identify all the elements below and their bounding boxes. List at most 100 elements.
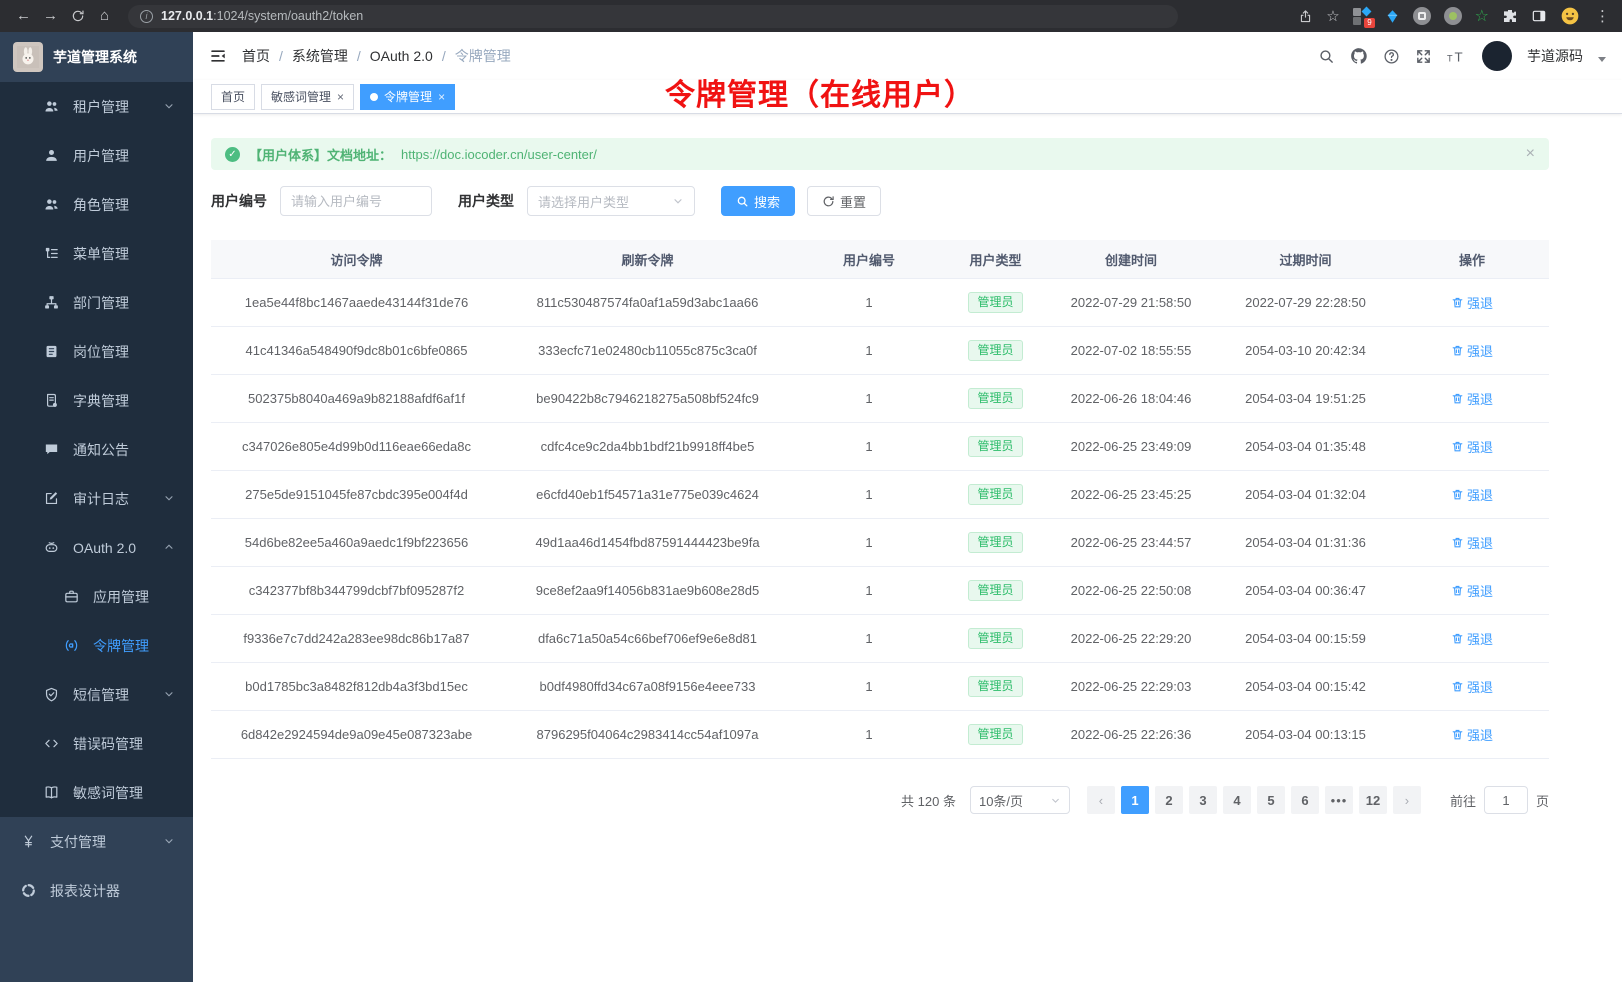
sidebar-item-sensitive-word[interactable]: 敏感词管理 (0, 768, 193, 817)
gem-extension-icon[interactable] (1385, 9, 1400, 24)
sidebar-item-notice-announcement[interactable]: 通知公告 (0, 425, 193, 474)
user-type-select[interactable]: 请选择用户类型 (527, 186, 695, 216)
page-button-5[interactable]: 5 (1256, 786, 1285, 814)
sidebar-item-dept-management[interactable]: 部门管理 (0, 278, 193, 327)
search-button[interactable]: 搜索 (721, 186, 796, 216)
user-type-cell: 管理员 (945, 711, 1046, 758)
reset-button[interactable]: 重置 (807, 186, 882, 216)
page-size-select[interactable]: 10条/页 (969, 786, 1070, 814)
force-logout-button[interactable]: 强退 (1451, 389, 1493, 408)
back-icon[interactable]: ← (16, 7, 31, 24)
force-logout-button[interactable]: 强退 (1451, 677, 1493, 696)
doc-link[interactable]: https://doc.iocoder.cn/user-center/ (401, 146, 597, 162)
sidebar-item-error-code-management[interactable]: 错误码管理 (0, 719, 193, 768)
chevron-down-icon (1052, 798, 1059, 803)
puzzle-extensions-icon[interactable] (1502, 8, 1518, 24)
sidebar-item-post-management[interactable]: 岗位管理 (0, 327, 193, 376)
table-row: c347026e805e4d99b0d116eae66eda8c cdfc4ce9… (211, 423, 1549, 471)
user-avatar[interactable] (1482, 41, 1512, 71)
more-pages-icon[interactable]: ••• (1324, 786, 1353, 814)
previous-page-button[interactable]: ‹ (1086, 786, 1115, 814)
close-tab-icon[interactable]: × (337, 89, 345, 104)
sidebar-item-report-designer[interactable]: 报表设计器 (0, 866, 193, 915)
command-glyph (1417, 12, 1426, 20)
collapse-sidebar-icon[interactable] (209, 47, 227, 65)
sidebar-item-user-management[interactable]: 用户管理 (0, 131, 193, 180)
force-logout-button[interactable]: 强退 (1451, 581, 1493, 600)
page-button-12[interactable]: 12 (1358, 786, 1387, 814)
app-logo[interactable]: 芋道管理系统 (0, 32, 193, 82)
user-id-cell: 1 (865, 631, 873, 646)
force-logout-button[interactable]: 强退 (1451, 341, 1493, 360)
sidebar-item-menu-management[interactable]: 菜单管理 (0, 229, 193, 278)
green-star-extension-icon[interactable]: ☆ (1474, 8, 1489, 25)
sidebar-toggle-icon[interactable] (1531, 8, 1547, 24)
force-logout-button[interactable]: 强退 (1451, 293, 1493, 312)
sidebar-item-audit-log[interactable]: 审计日志 (0, 474, 193, 523)
action-cell: 强退 (1395, 375, 1549, 422)
help-icon[interactable] (1383, 48, 1400, 65)
forward-icon[interactable]: → (43, 7, 58, 24)
force-logout-label: 强退 (1466, 680, 1493, 695)
sidebar-item-role-management[interactable]: 角色管理 (0, 180, 193, 229)
fullscreen-icon[interactable] (1415, 48, 1432, 65)
created-time-cell: 2022-06-25 23:45:25 (1070, 487, 1192, 502)
profile-emoji-avatar[interactable] (1560, 6, 1580, 26)
address-bar[interactable]: i 127.0.0.1:1024/system/oauth2/token (128, 4, 1178, 28)
close-icon[interactable]: × (1525, 145, 1535, 162)
force-logout-label: 强退 (1466, 584, 1493, 599)
record-circle-extension-icon[interactable] (1443, 7, 1462, 25)
force-logout-button[interactable]: 强退 (1451, 725, 1493, 744)
extension-badge-icon[interactable]: 9 (1352, 6, 1375, 28)
force-logout-button[interactable]: 强退 (1451, 485, 1493, 504)
sidebar-item-tenant-management[interactable]: 租户管理 (0, 82, 193, 131)
sidebar-item-oauth2[interactable]: OAuth 2.0 (0, 523, 193, 572)
home-icon[interactable]: ⌂ (99, 7, 110, 24)
created-time-cell: 2022-07-02 18:55:55 (1070, 343, 1192, 358)
sidebar-item-pay-management[interactable]: 支付管理 (0, 817, 193, 866)
tab-sensitive-word[interactable]: 敏感词管理 × (261, 83, 355, 110)
force-logout-button[interactable]: 强退 (1451, 629, 1493, 648)
column-header: 用户类型 (945, 240, 1046, 278)
user-id-cell: 1 (865, 583, 873, 598)
user-id-input[interactable] (280, 186, 432, 216)
page-button-1[interactable]: 1 (1120, 786, 1149, 814)
bookmark-star-icon[interactable]: ☆ (1326, 8, 1340, 25)
browser-menu-icon[interactable]: ⋮ (1595, 8, 1610, 25)
next-page-button[interactable]: › (1392, 786, 1421, 814)
sidebar-item-label: 部门管理 (73, 294, 129, 311)
breadcrumb-item[interactable]: OAuth 2.0 (369, 48, 433, 64)
breadcrumb-item[interactable]: 系统管理 (291, 48, 348, 64)
close-tab-icon[interactable]: × (438, 89, 446, 104)
sidebar-item-dict-management[interactable]: 字典管理 (0, 376, 193, 425)
tab-oauth2-token[interactable]: 令牌管理 × (360, 83, 456, 110)
sidebar-item-oauth2-application[interactable]: 应用管理 (0, 572, 193, 621)
page-button-6[interactable]: 6 (1290, 786, 1319, 814)
site-info-icon[interactable]: i (140, 9, 153, 23)
force-logout-label: 强退 (1466, 728, 1493, 743)
search-icon[interactable] (1318, 48, 1335, 65)
goto-page-input[interactable] (1483, 786, 1528, 814)
page-button-4[interactable]: 4 (1222, 786, 1251, 814)
page-button-2[interactable]: 2 (1154, 786, 1183, 814)
sidebar-item-oauth2-token[interactable]: 令牌管理 (0, 621, 193, 670)
sidebar-item-sms-management[interactable]: 短信管理 (0, 670, 193, 719)
force-logout-button[interactable]: 强退 (1451, 437, 1493, 456)
browser-chrome: ← → ⌂ i 127.0.0.1:1024/system/oauth2/tok… (0, 0, 1622, 32)
access-token-cell: b0d1785bc3a8482f812db4a3f3bd15ec (245, 679, 468, 694)
chevron-down-icon[interactable] (1598, 56, 1606, 62)
created-time-cell: 2022-06-26 18:04:46 (1070, 391, 1192, 406)
tab-home[interactable]: 首页 (211, 83, 256, 110)
page-button-3[interactable]: 3 (1188, 786, 1217, 814)
force-logout-label: 强退 (1466, 296, 1493, 311)
breadcrumb-item[interactable]: 首页 (242, 48, 270, 64)
user-type-badge: 管理员 (968, 388, 1023, 409)
force-logout-button[interactable]: 强退 (1451, 533, 1493, 552)
share-icon[interactable] (1298, 9, 1313, 24)
username[interactable]: 芋道源码 (1527, 48, 1583, 64)
force-logout-label: 强退 (1466, 536, 1493, 551)
github-icon[interactable] (1350, 47, 1368, 65)
reload-icon[interactable] (64, 0, 91, 32)
command-circle-extension-icon[interactable] (1412, 7, 1431, 25)
